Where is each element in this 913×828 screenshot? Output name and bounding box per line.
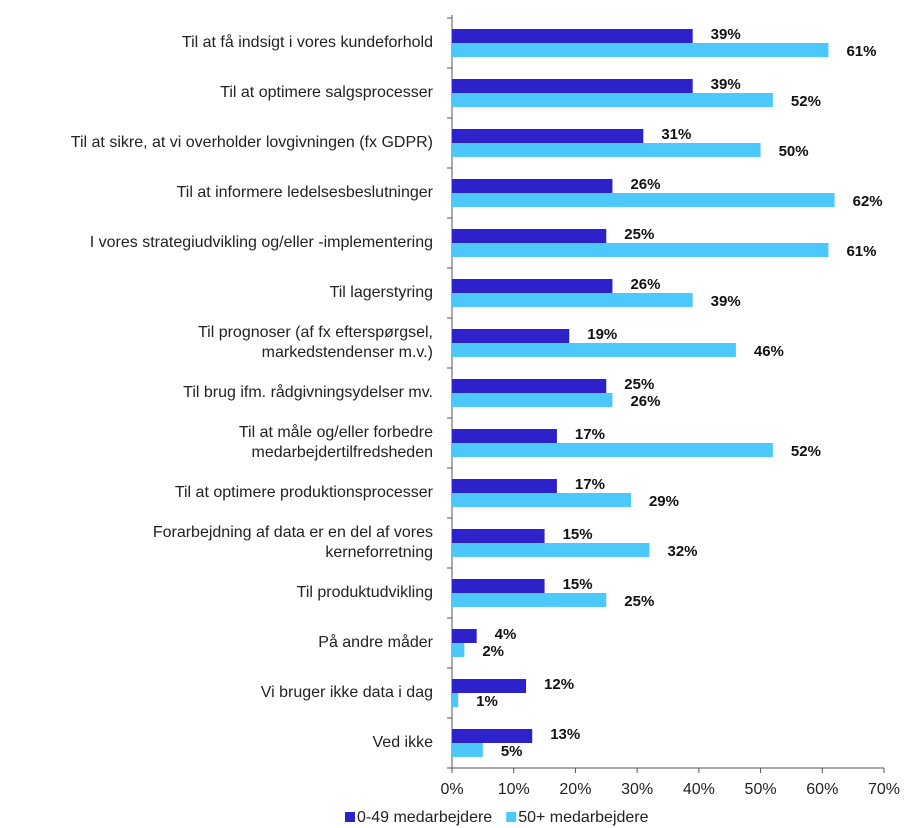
value-label: 15%	[563, 526, 593, 543]
value-label: 25%	[624, 376, 654, 393]
value-label: 46%	[754, 343, 784, 360]
category-label: Til lagerstyring	[329, 284, 433, 301]
value-label: 29%	[649, 493, 679, 510]
category-label: Vi bruger ikke data i dag	[260, 684, 433, 701]
category-label: Til at optimere produktionsprocesser	[174, 484, 433, 501]
value-label: 39%	[711, 26, 741, 43]
category-label: Til at måle og/eller forbedre medarbejde…	[238, 424, 433, 461]
x-tick-label: 20%	[559, 781, 591, 798]
value-label: 25%	[624, 226, 654, 243]
value-label: 1%	[476, 693, 498, 710]
bar	[452, 693, 459, 707]
bar	[452, 543, 650, 557]
category-label: Forarbejdning af data er en del af vores…	[152, 524, 433, 561]
bar	[452, 343, 736, 357]
bar	[452, 279, 613, 293]
bar	[452, 229, 607, 243]
category-label: Til at sikre, at vi overholder lovgivnin…	[70, 134, 433, 151]
legend-label: 0-49 medarbejdere	[357, 809, 492, 826]
value-label: 62%	[853, 193, 883, 210]
bar	[452, 179, 613, 193]
bar	[452, 329, 570, 343]
value-label: 15%	[563, 576, 593, 593]
bar	[452, 529, 545, 543]
legend-label: 50+ medarbejdere	[518, 809, 648, 826]
category-label: Til produktudvikling	[296, 584, 433, 601]
bar	[452, 43, 829, 57]
x-tick-label: 40%	[683, 781, 715, 798]
x-tick-label: 0%	[440, 781, 463, 798]
value-label: 26%	[630, 393, 660, 410]
value-label: 12%	[544, 676, 574, 693]
value-label: 52%	[791, 443, 821, 460]
bar	[452, 143, 761, 157]
value-label: 19%	[587, 326, 617, 343]
bar	[452, 679, 527, 693]
value-label: 50%	[779, 143, 809, 160]
value-label: 13%	[550, 726, 580, 743]
value-label: 17%	[575, 426, 605, 443]
x-tick-label: 60%	[806, 781, 838, 798]
value-label: 31%	[661, 126, 691, 143]
bar	[452, 479, 557, 493]
value-label: 17%	[575, 476, 605, 493]
value-label: 4%	[495, 626, 517, 643]
value-label: 61%	[846, 43, 876, 60]
category-label: Til prognoser (af fx efterspørgsel, mark…	[197, 324, 433, 361]
bar	[452, 293, 693, 307]
bar	[452, 93, 773, 107]
value-label: 25%	[624, 593, 654, 610]
bar	[452, 729, 533, 743]
category-label: Til at få indsigt i vores kundeforhold	[181, 34, 433, 51]
category-label: Til at informere ledelsesbeslutninger	[176, 184, 433, 201]
bar	[452, 379, 607, 393]
bar	[452, 429, 557, 443]
value-label: 39%	[711, 293, 741, 310]
bar	[452, 743, 483, 757]
bar	[452, 393, 613, 407]
value-label: 39%	[711, 76, 741, 93]
bar	[452, 193, 835, 207]
x-tick-label: 10%	[498, 781, 530, 798]
bar	[452, 579, 545, 593]
bar	[452, 443, 773, 457]
value-label: 5%	[501, 743, 523, 760]
value-label: 2%	[482, 643, 504, 660]
bar	[452, 643, 465, 657]
category-label: I vores strategiudvikling og/eller -impl…	[89, 234, 433, 251]
x-tick-label: 30%	[621, 781, 653, 798]
bar	[452, 29, 693, 43]
bar	[452, 79, 693, 93]
value-label: 26%	[630, 176, 660, 193]
category-label: Til brug ifm. rådgivningsydelser mv.	[183, 384, 433, 401]
bar	[452, 629, 477, 643]
legend-swatch	[345, 812, 355, 822]
bar	[452, 129, 644, 143]
value-label: 52%	[791, 93, 821, 110]
legend-swatch	[506, 812, 517, 822]
category-label: På andre måder	[318, 634, 433, 651]
category-label: Ved ikke	[372, 734, 433, 751]
x-tick-label: 70%	[868, 781, 900, 798]
value-label: 26%	[630, 276, 660, 293]
x-tick-label: 50%	[745, 781, 777, 798]
bar	[452, 593, 607, 607]
bar	[452, 493, 631, 507]
category-label: Til at optimere salgsprocesser	[220, 84, 433, 101]
bar	[452, 243, 829, 257]
value-label: 32%	[667, 543, 697, 560]
value-label: 61%	[846, 243, 876, 260]
